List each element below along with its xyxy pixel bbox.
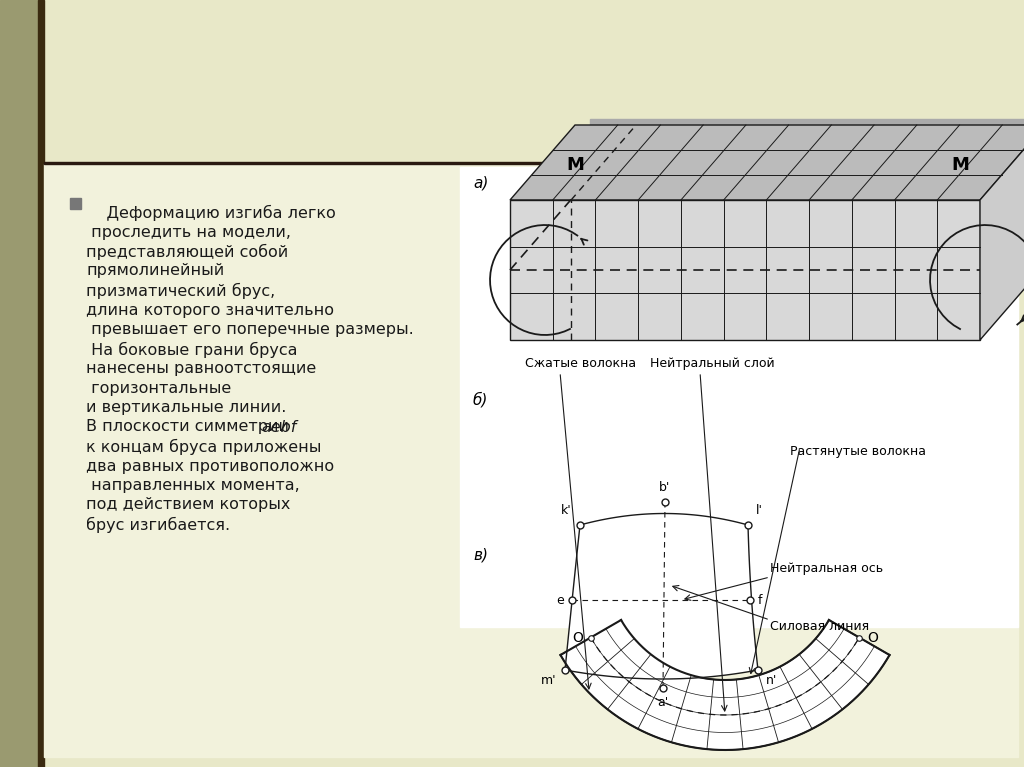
Polygon shape (980, 125, 1024, 340)
Polygon shape (560, 620, 890, 750)
Text: нанесены равноотстоящие: нанесены равноотстоящие (86, 361, 316, 376)
Text: Силовая линия: Силовая линия (770, 620, 869, 633)
Text: направленных момента,: направленных момента, (86, 478, 300, 493)
Text: n': n' (766, 674, 777, 687)
Text: f: f (758, 594, 763, 607)
Text: горизонтальные: горизонтальные (86, 380, 231, 396)
Text: М: М (566, 156, 584, 174)
Text: Нейтральная ось: Нейтральная ось (770, 562, 883, 575)
Text: О: О (867, 630, 879, 644)
Text: брус изгибается.: брус изгибается. (86, 517, 230, 533)
Bar (0, 0, 38, 767)
Text: Растянутые волокна: Растянутые волокна (790, 445, 926, 458)
Text: под действием которых: под действием которых (86, 498, 291, 512)
Text: Сжатые волокна: Сжатые волокна (525, 357, 636, 370)
Bar (590, 127, 1024, 139)
Text: б): б) (473, 392, 488, 408)
Text: На боковые грани бруса: На боковые грани бруса (86, 341, 298, 357)
Text: два равных противоположно: два равных противоположно (86, 459, 334, 473)
Polygon shape (565, 513, 758, 679)
Text: призматический брус,: призматический брус, (86, 283, 275, 299)
Text: длина которого значительно: длина которого значительно (86, 302, 334, 318)
Text: в): в) (473, 548, 488, 562)
Text: а): а) (473, 176, 488, 190)
Text: m': m' (542, 674, 557, 687)
Text: k': k' (561, 504, 572, 517)
Bar (44, 162, 1024, 164)
Text: превышает его поперечные размеры.: превышает его поперечные размеры. (86, 322, 414, 337)
Text: представляющей собой: представляющей собой (86, 244, 288, 260)
Text: и вертикальные линии.: и вертикальные линии. (86, 400, 287, 415)
Text: М: М (951, 156, 969, 174)
Text: e: e (556, 594, 564, 607)
Text: Нейтральный слой: Нейтральный слой (650, 357, 774, 370)
Text: к концам бруса приложены: к концам бруса приложены (86, 439, 322, 455)
Bar (70, 198, 81, 209)
Bar (460, 167, 1018, 627)
Text: О: О (571, 630, 583, 644)
Text: Деформацию изгиба легко: Деформацию изгиба легко (86, 205, 336, 221)
Polygon shape (510, 125, 1024, 200)
Bar (590, 119, 1024, 149)
Text: b': b' (659, 481, 671, 494)
Text: aebf: aebf (261, 420, 296, 434)
Bar (44, 164, 1018, 757)
Text: l': l' (756, 504, 763, 517)
Text: В плоскости симметрии: В плоскости симметрии (86, 420, 294, 434)
Text: a': a' (657, 696, 669, 709)
Polygon shape (510, 200, 980, 340)
Bar (38, 0, 44, 767)
Text: прямолинейный: прямолинейный (86, 264, 224, 278)
Text: проследить на модели,: проследить на модели, (86, 225, 291, 239)
